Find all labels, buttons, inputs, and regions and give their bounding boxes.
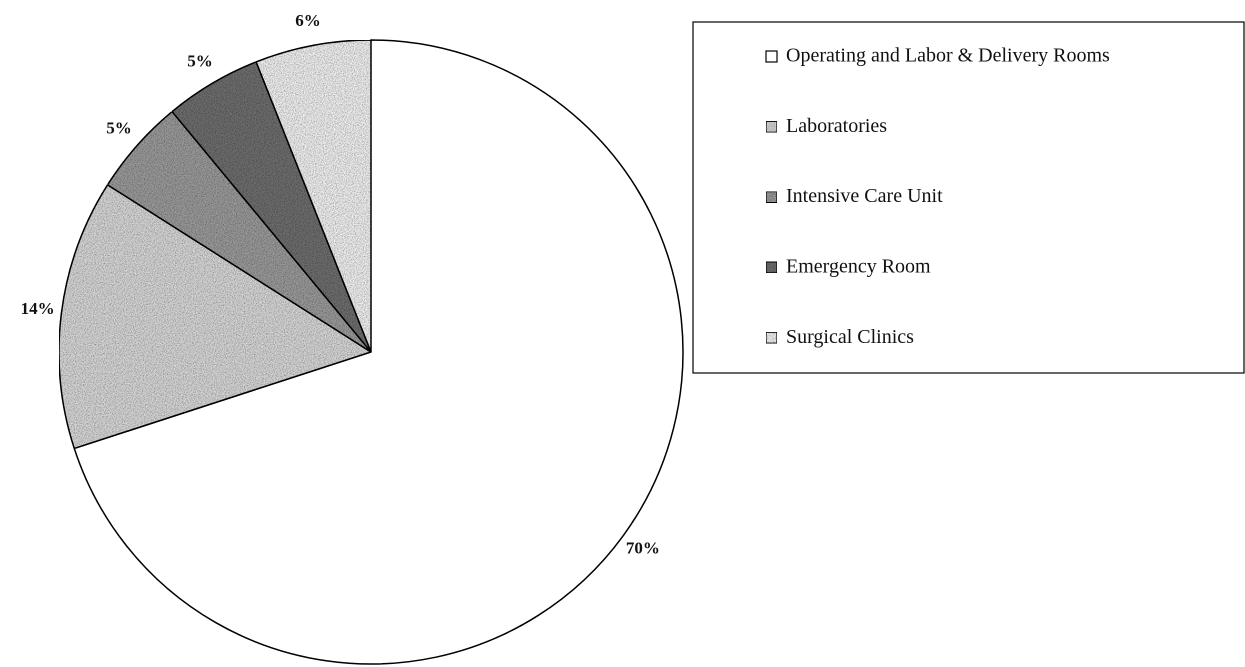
legend-swatch (765, 120, 778, 133)
legend-label: Surgical Clinics (786, 326, 914, 348)
legend-box (692, 21, 1245, 374)
legend-label: Intensive Care Unit (786, 185, 943, 207)
pie-slice (73, 39, 684, 665)
labels: 70% 14% 5% 5% 6% (21, 11, 660, 558)
pie-slice (58, 183, 373, 450)
legend-label: Emergency Room (786, 255, 931, 277)
legend: Operating and Labor & Delivery Rooms Labo… (765, 45, 1110, 348)
legend-swatch (765, 191, 778, 204)
legend-label: Laboratories (786, 115, 887, 137)
data-label: 6% (295, 11, 321, 30)
data-label: 5% (187, 52, 213, 71)
legend-label: Operating and Labor & Delivery Rooms (786, 45, 1110, 67)
legend-swatch (765, 261, 778, 274)
pie (58, 39, 684, 665)
pie-slice (255, 39, 372, 353)
data-label: 14% (21, 299, 55, 318)
data-label: 5% (106, 119, 132, 138)
legend-swatch (765, 50, 778, 63)
legend-swatch (765, 331, 778, 344)
data-label: 70% (626, 538, 660, 557)
